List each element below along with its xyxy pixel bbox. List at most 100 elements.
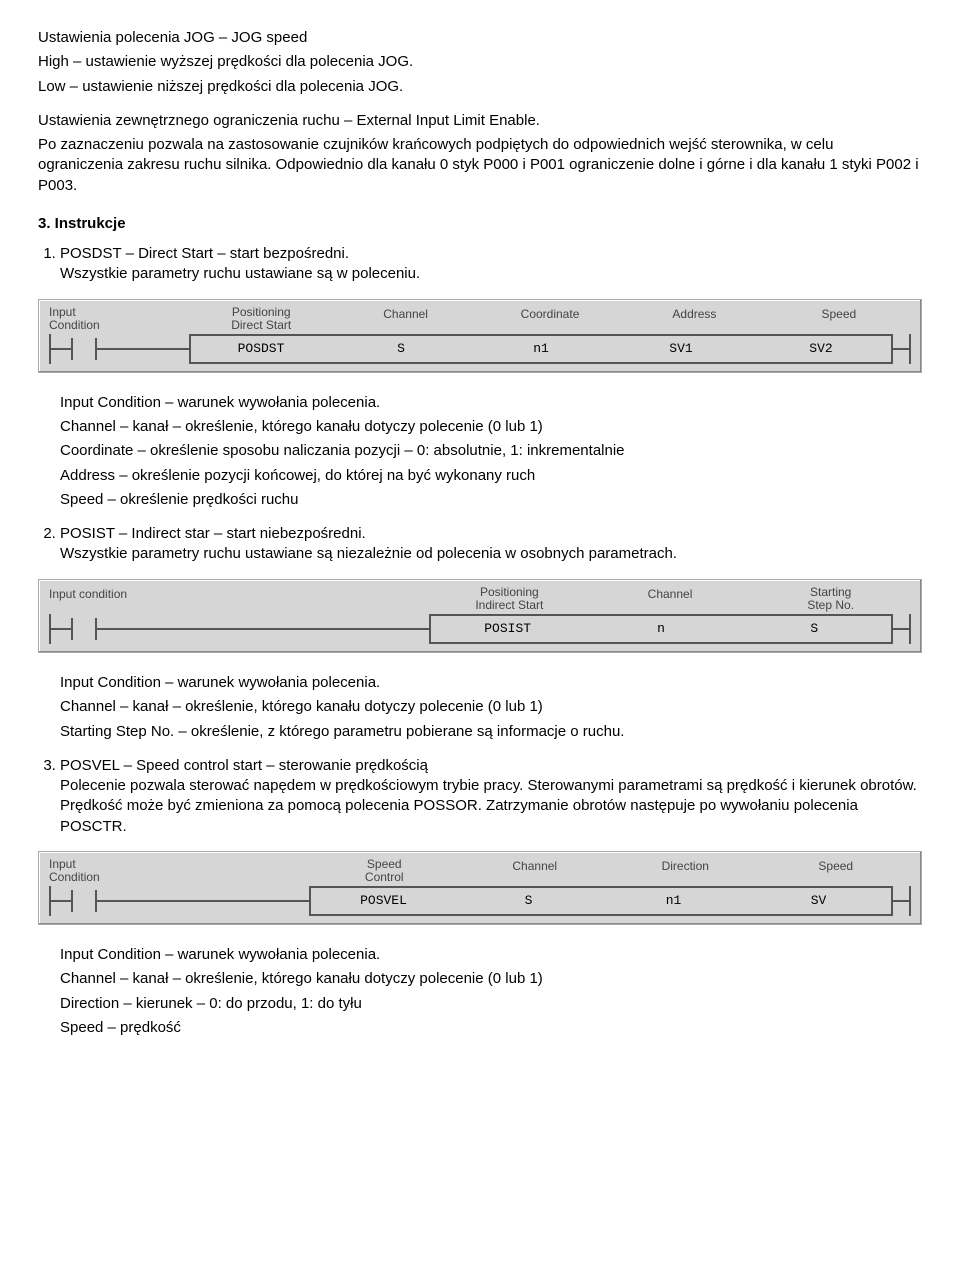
box-cell: SV2	[751, 340, 891, 358]
item-title: POSVEL – Speed control start – sterowani…	[60, 757, 428, 774]
ladder-row: POSDST S n1 SV1 SV2	[49, 334, 911, 364]
instruction-list: POSIST – Indirect star – start niebezpoś…	[38, 524, 922, 565]
item-desc: Wszystkie parametry ruchu ustawiane są w…	[60, 265, 420, 282]
posdst-panel: Input Condition Positioning Direct Start…	[38, 299, 922, 373]
hdr-col: Channel	[460, 858, 611, 884]
hdr-text: Direct Start	[231, 318, 291, 332]
ladder-rail	[909, 886, 911, 916]
text-line: Channel – kanał – określenie, którego ka…	[60, 417, 922, 437]
item-title: POSDST – Direct Start – start bezpośredn…	[60, 245, 349, 262]
box-cell: n1	[471, 340, 611, 358]
box-cell: n	[584, 620, 737, 638]
box-cell: n1	[601, 892, 746, 910]
posdst-description: Input Condition – warunek wywołania pole…	[60, 393, 922, 510]
instruction-list: POSVEL – Speed control start – sterowani…	[38, 756, 922, 837]
hdr-col: Speed Control	[309, 858, 460, 884]
text-line: Low – ustawienie niższej prędkości dla p…	[38, 77, 922, 97]
text-line: High – ustawienie wyższej prędkości dla …	[38, 52, 922, 72]
ladder-rail	[909, 334, 911, 364]
header-input-condition: Input Condition	[49, 858, 309, 884]
ladder-wire	[97, 628, 429, 630]
item-title: POSIST – Indirect star – start niebezpoś…	[60, 525, 366, 542]
header-input-condition: Input condition	[49, 586, 429, 612]
hdr-col: Positioning Direct Start	[189, 306, 333, 332]
text-line: Direction – kierunek – 0: do przodu, 1: …	[60, 994, 922, 1014]
hdr-text: Step No.	[807, 598, 854, 612]
hdr-col: Coordinate	[478, 306, 622, 332]
text-line: Channel – kanał – określenie, którego ka…	[60, 969, 922, 989]
ladder-wire	[97, 900, 309, 902]
ladder-rung	[49, 614, 429, 644]
ladder-contact	[71, 338, 97, 360]
box-cell: POSIST	[431, 620, 584, 638]
section-heading: 3. Instrukcje	[38, 214, 922, 234]
posvel-description: Input Condition – warunek wywołania pole…	[60, 945, 922, 1038]
text-line: Po zaznaczeniu pozwala na zastosowanie c…	[38, 135, 922, 196]
text-line: Starting Step No. – określenie, z któreg…	[60, 722, 922, 742]
ladder-rung	[49, 334, 189, 364]
hdr-text: Condition	[49, 318, 100, 332]
ladder-contact	[71, 890, 97, 912]
item-desc: Polecenie pozwala sterować napędem w prę…	[60, 777, 917, 835]
text-line: Ustawienia polecenia JOG – JOG speed	[38, 28, 922, 48]
ladder-rung	[49, 886, 309, 916]
text-line: Channel – kanał – określenie, którego ka…	[60, 697, 922, 717]
ladder-wire	[893, 900, 909, 902]
ladder-wire	[51, 348, 71, 350]
text-line: Speed – określenie prędkości ruchu	[60, 490, 922, 510]
box-cell: S	[331, 340, 471, 358]
box-cell: POSDST	[191, 340, 331, 358]
ladder-wire	[97, 348, 189, 350]
hdr-text: Condition	[49, 870, 100, 884]
list-item: POSVEL – Speed control start – sterowani…	[60, 756, 922, 837]
ladder-contact	[71, 618, 97, 640]
box-cell: SV	[746, 892, 891, 910]
hdr-col: Positioning Indirect Start	[429, 586, 590, 612]
posist-description: Input Condition – warunek wywołania pole…	[60, 673, 922, 742]
hdr-text: Speed	[367, 857, 402, 871]
hdr-col: Channel	[590, 586, 751, 612]
ladder-row: POSIST n S	[49, 614, 911, 644]
hdr-text: Positioning	[480, 585, 539, 599]
box-cell: POSVEL	[311, 892, 456, 910]
text-line: Input Condition – warunek wywołania pole…	[60, 673, 922, 693]
hdr-text: Indirect Start	[475, 598, 543, 612]
hdr-col: Speed	[767, 306, 911, 332]
text-line: Coordinate – określenie sposobu naliczan…	[60, 441, 922, 461]
hdr-text: Input	[49, 857, 76, 871]
text-line: Address – określenie pozycji końcowej, d…	[60, 466, 922, 486]
panel-header-row: Input Condition Positioning Direct Start…	[49, 306, 911, 332]
panel-header-row: Input Condition Speed Control Channel Di…	[49, 858, 911, 884]
hdr-text: Starting	[810, 585, 851, 599]
hdr-col: Starting Step No.	[750, 586, 911, 612]
text-line: Speed – prędkość	[60, 1018, 922, 1038]
ladder-rail	[909, 614, 911, 644]
instruction-list: POSDST – Direct Start – start bezpośredn…	[38, 244, 922, 285]
hdr-text: Positioning	[232, 305, 291, 319]
instruction-box: POSVEL S n1 SV	[309, 886, 893, 916]
external-limit-block: Ustawienia zewnętrznego ograniczenia ruc…	[38, 111, 922, 196]
header-columns: Speed Control Channel Direction Speed	[309, 858, 911, 884]
header-input-condition: Input Condition	[49, 306, 189, 332]
text-line: Input Condition – warunek wywołania pole…	[60, 393, 922, 413]
hdr-text: Control	[365, 870, 404, 884]
box-cell: SV1	[611, 340, 751, 358]
instruction-box: POSDST S n1 SV1 SV2	[189, 334, 893, 364]
ladder-row: POSVEL S n1 SV	[49, 886, 911, 916]
item-desc: Wszystkie parametry ruchu ustawiane są n…	[60, 545, 677, 562]
posist-panel: Input condition Positioning Indirect Sta…	[38, 579, 922, 653]
list-item: POSDST – Direct Start – start bezpośredn…	[60, 244, 922, 285]
ladder-wire	[51, 900, 71, 902]
jog-speed-block: Ustawienia polecenia JOG – JOG speed Hig…	[38, 28, 922, 97]
panel-header-row: Input condition Positioning Indirect Sta…	[49, 586, 911, 612]
ladder-wire	[893, 628, 909, 630]
hdr-text: Input	[49, 305, 76, 319]
box-cell: S	[456, 892, 601, 910]
header-columns: Positioning Direct Start Channel Coordin…	[189, 306, 911, 332]
ladder-wire	[893, 348, 909, 350]
text-line: Input Condition – warunek wywołania pole…	[60, 945, 922, 965]
hdr-col: Speed	[761, 858, 912, 884]
box-cell: S	[738, 620, 891, 638]
hdr-col: Address	[622, 306, 766, 332]
instruction-box: POSIST n S	[429, 614, 893, 644]
